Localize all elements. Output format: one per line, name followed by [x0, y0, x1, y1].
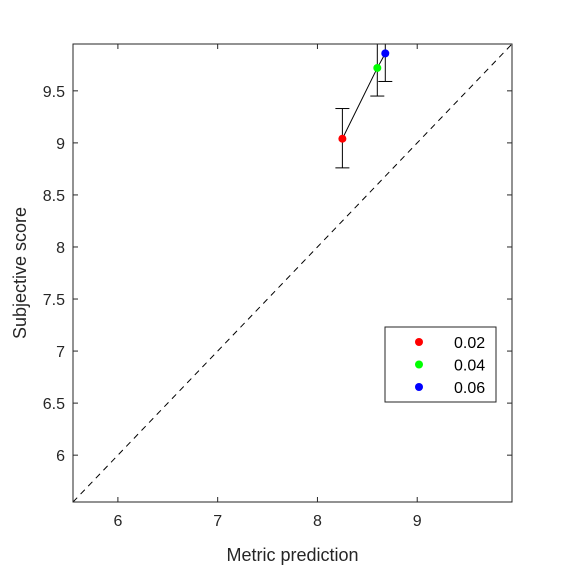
tick-layer: 6 7 8 9 6 6.5 7 7.5 8 8.5 9 9.5 — [43, 44, 512, 530]
data-layer — [335, 44, 393, 169]
data-point-0.02 — [338, 134, 347, 143]
y-tick-label: 9 — [56, 136, 65, 153]
axes-box — [72, 43, 513, 503]
y-axis-label: Subjective score — [10, 207, 30, 339]
legend-marker — [415, 360, 423, 369]
y-tick-label: 6.5 — [43, 396, 65, 413]
y-tick-label: 9.5 — [43, 84, 65, 101]
legend-marker — [415, 383, 423, 391]
legend-box — [384, 326, 497, 403]
legend-marker — [415, 338, 423, 346]
y-tick-label: 8 — [56, 240, 65, 257]
x-tick-label: 9 — [413, 513, 422, 530]
x-tick-label: 6 — [113, 513, 122, 530]
legend-label: 0.04 — [454, 358, 485, 375]
legend-label: 0.06 — [454, 380, 485, 397]
legend-label: 0.02 — [454, 335, 485, 352]
identity-reference-line — [73, 44, 512, 502]
x-axis-label: Metric prediction — [226, 545, 358, 565]
x-tick-label: 7 — [213, 513, 222, 530]
y-tick-label: 6 — [56, 448, 65, 465]
reference-line-layer — [73, 44, 512, 502]
x-tick-label: 8 — [313, 513, 322, 530]
y-tick-label: 7 — [56, 344, 65, 361]
y-tick-label: 7.5 — [43, 292, 65, 309]
legend: 0.02 0.04 0.06 — [384, 326, 497, 403]
data-point-0.04 — [373, 63, 382, 72]
y-tick-label: 8.5 — [43, 188, 65, 205]
data-point-0.06 — [381, 49, 390, 58]
